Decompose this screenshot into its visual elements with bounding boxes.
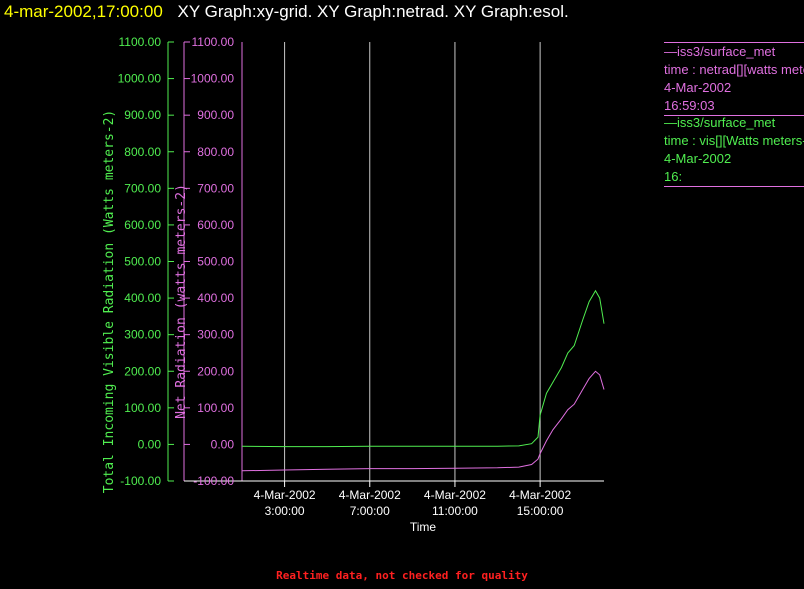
y-tick-label: 900.00 <box>197 108 234 122</box>
y-tick-label: 500.00 <box>197 255 234 269</box>
legend-variable: time : netrad[][watts meters-2] <box>664 62 804 77</box>
x-tick-date: 4-Mar-2002 <box>254 488 316 502</box>
axis-labels: -100.00 0.00 100.00 200.00 300.00 400.00 500.0… <box>102 35 571 534</box>
legend-variable: time : vis[][Watts meters-2] <box>664 133 804 148</box>
y-tick-label: 0.00 <box>138 437 162 451</box>
legend-station: iss3/surface_met <box>677 115 776 130</box>
x-tick-time: 15:00:00 <box>517 504 564 518</box>
y-tick-label: 300.00 <box>197 328 234 342</box>
y-tick-label: 700.00 <box>124 181 161 195</box>
x-tick-date: 4-Mar-2002 <box>509 488 571 502</box>
axes <box>167 41 604 487</box>
window-title: 4-mar-2002,17:00:00 XY Graph:xy-grid. XY… <box>4 2 569 22</box>
grid-lines <box>284 42 541 481</box>
y-tick-label: 100.00 <box>124 401 161 415</box>
quality-disclaimer: Realtime data, not checked for quality <box>276 569 528 582</box>
y-tick-label: 1000.00 <box>191 72 235 86</box>
y-tick-label: 300.00 <box>124 328 161 342</box>
series-line <box>241 370 605 472</box>
y-tick-label: 500.00 <box>124 255 161 269</box>
x-tick-date: 4-Mar-2002 <box>339 488 401 502</box>
y-tick-label: 0.00 <box>211 437 235 451</box>
y-tick-label: 200.00 <box>124 364 161 378</box>
x-axis-title: Time <box>410 520 437 534</box>
x-tick-time: 11:00:00 <box>432 504 478 518</box>
y-tick-label: 1100.00 <box>192 35 235 49</box>
legend-time: 16: <box>664 169 683 184</box>
y-tick-label: 1100.00 <box>119 35 162 49</box>
y-tick-label: 1000.00 <box>118 72 162 86</box>
title-graph-list: XY Graph:xy-grid. XY Graph:netrad. XY Gr… <box>177 2 569 21</box>
x-tick-time: 3:00:00 <box>265 504 305 518</box>
legend-station: iss3/surface_met <box>677 44 776 59</box>
legend-time: 16:59:03 <box>664 98 715 113</box>
title-datetime: 4-mar-2002,17:00:00 <box>4 2 163 21</box>
y-tick-label: 100.00 <box>197 401 234 415</box>
y-tick-label: 400.00 <box>124 291 161 305</box>
y-tick-label: 700.00 <box>197 181 234 195</box>
series-line <box>241 289 605 448</box>
y-axis-title: Total Incoming Visible Radiation (Watts … <box>102 110 117 494</box>
legend-entry-vis: —iss3/surface_met time : vis[][Watts met… <box>664 114 804 187</box>
series-lines <box>241 289 605 472</box>
x-tick-date: 4-Mar-2002 <box>424 488 486 502</box>
y-tick-label: 600.00 <box>124 218 161 232</box>
y-tick-label: 400.00 <box>197 291 234 305</box>
y-tick-label: 800.00 <box>124 145 161 159</box>
y-tick-label: 900.00 <box>124 108 161 122</box>
y-tick-label: -100.00 <box>193 474 234 488</box>
legend-date: 4-Mar-2002 <box>664 151 732 166</box>
legend-date: 4-Mar-2002 <box>664 80 732 95</box>
legend-entry-netrad: —iss3/surface_met time : netrad[][watts … <box>664 42 804 116</box>
y-tick-label: -100.00 <box>120 474 161 488</box>
x-tick-time: 7:00:00 <box>350 504 390 518</box>
y-tick-label: 800.00 <box>197 145 234 159</box>
y-tick-label: 600.00 <box>197 218 234 232</box>
y-axis-title: Net Radiation (watts meters-2) <box>174 184 189 419</box>
y-tick-label: 200.00 <box>197 364 234 378</box>
